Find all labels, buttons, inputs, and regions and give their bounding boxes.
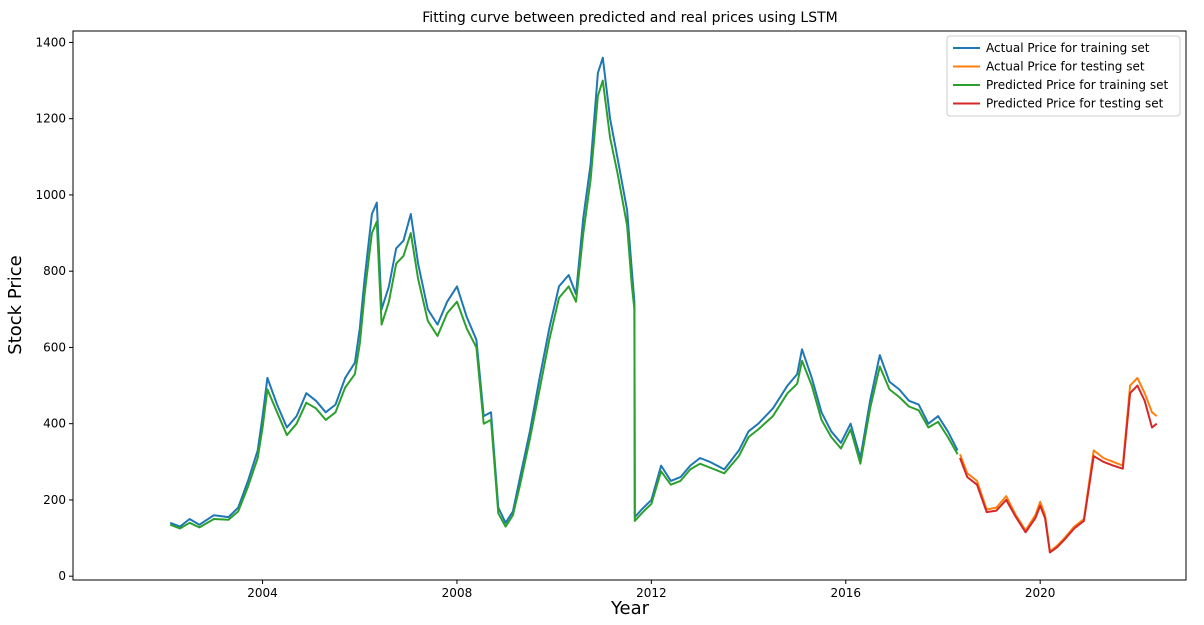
y-tick-label: 1200 bbox=[35, 112, 66, 126]
series-line-3 bbox=[169, 79, 959, 530]
chart-title: Fitting curve between predicted and real… bbox=[422, 10, 837, 26]
legend-label-1: Actual Price for training set bbox=[986, 41, 1150, 55]
y-tick-label: 1400 bbox=[35, 35, 66, 49]
y-tick-label: 0 bbox=[58, 569, 66, 583]
y-axis-ticks: 0 200 400 600 800 1000 1200 1400 bbox=[35, 35, 73, 583]
plot-frame bbox=[72, 30, 1187, 581]
series-line-1 bbox=[169, 56, 959, 528]
y-tick-label: 1000 bbox=[35, 188, 66, 202]
legend-label-2: Actual Price for testing set bbox=[986, 60, 1145, 74]
y-tick-label: 400 bbox=[43, 417, 66, 431]
legend-box bbox=[946, 35, 1181, 117]
y-tick-label: 200 bbox=[43, 493, 66, 507]
x-axis-ticks: 2004 2008 2012 2016 2020 bbox=[247, 580, 1055, 600]
legend: Actual Price for training set Actual Pric… bbox=[946, 35, 1181, 117]
x-axis-label: Year bbox=[610, 598, 650, 619]
x-tick-label: 2016 bbox=[831, 586, 862, 600]
x-tick-label: 2020 bbox=[1025, 586, 1056, 600]
series-line-2 bbox=[959, 376, 1158, 553]
y-tick-label: 800 bbox=[43, 264, 66, 278]
y-tick-label: 600 bbox=[43, 340, 66, 354]
y-axis-label: Stock Price bbox=[5, 255, 26, 354]
plot-lines bbox=[169, 56, 1158, 554]
x-tick-label: 2008 bbox=[442, 586, 473, 600]
legend-label-4: Predicted Price for testing set bbox=[986, 97, 1164, 111]
series-line-4 bbox=[959, 384, 1158, 554]
legend-label-3: Predicted Price for training set bbox=[986, 78, 1168, 92]
x-tick-label: 2012 bbox=[636, 586, 667, 600]
x-tick-label: 2004 bbox=[247, 586, 278, 600]
